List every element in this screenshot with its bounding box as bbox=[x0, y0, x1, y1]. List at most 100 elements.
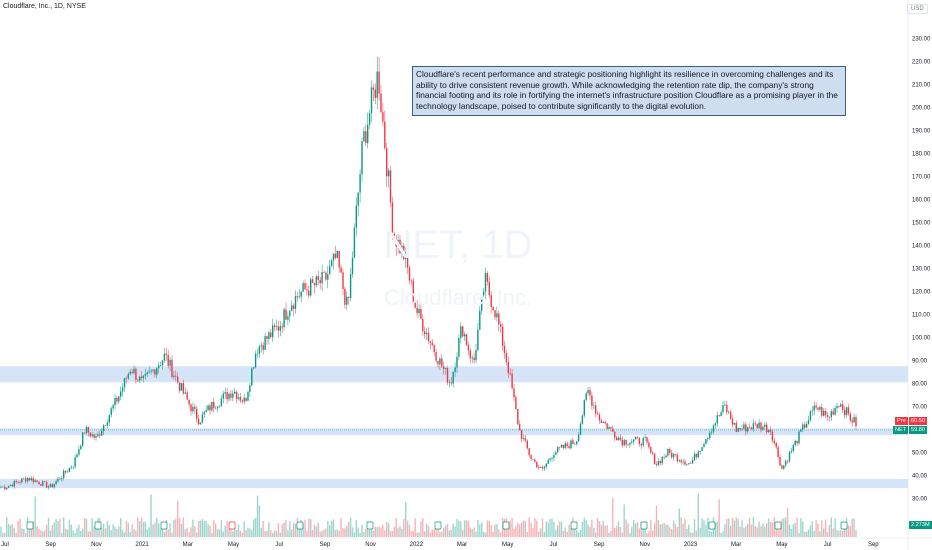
candle-body bbox=[448, 382, 451, 383]
candle-body bbox=[285, 309, 287, 320]
volume-bar bbox=[363, 532, 365, 537]
annotation-note[interactable]: Cloudflare's recent performance and stra… bbox=[412, 66, 846, 116]
candle-body bbox=[224, 392, 226, 394]
candle-body bbox=[747, 427, 749, 432]
volume-bar bbox=[691, 532, 694, 537]
volume-bar bbox=[378, 526, 380, 537]
time-tick-label: Sep bbox=[594, 542, 605, 548]
candle-body bbox=[579, 423, 582, 435]
volume-bar bbox=[676, 526, 679, 537]
earnings-icon[interactable] bbox=[434, 521, 442, 530]
volume-bar bbox=[756, 527, 758, 537]
volume-bar bbox=[591, 519, 593, 537]
volume-bar bbox=[754, 526, 756, 537]
volume-bar bbox=[802, 521, 804, 537]
volume-bar bbox=[731, 517, 734, 537]
volume-bar bbox=[589, 526, 591, 537]
volume-bar bbox=[429, 532, 432, 537]
candle-body bbox=[188, 399, 190, 405]
earnings-icon[interactable] bbox=[774, 521, 782, 530]
candle-body bbox=[589, 390, 591, 396]
volume-bar bbox=[648, 531, 650, 537]
volume-bar bbox=[237, 524, 240, 537]
currency-button[interactable]: USD bbox=[907, 4, 928, 14]
earnings-icon[interactable] bbox=[228, 521, 236, 530]
volume-bar bbox=[555, 529, 557, 537]
earnings-icon[interactable] bbox=[640, 521, 648, 530]
candle-body bbox=[633, 439, 635, 442]
candle-body bbox=[302, 283, 304, 292]
volume-bar bbox=[186, 527, 188, 537]
volume-bar bbox=[781, 519, 783, 537]
volume-bar bbox=[414, 518, 416, 537]
candle-body bbox=[498, 313, 500, 325]
volume-bar bbox=[463, 520, 466, 537]
volume-bar bbox=[760, 526, 762, 537]
volume-bar bbox=[374, 526, 376, 537]
earnings-icon[interactable] bbox=[160, 521, 168, 530]
candle-body bbox=[703, 444, 705, 448]
time-tick-label: Mar bbox=[457, 542, 467, 548]
volume-bar bbox=[547, 522, 549, 537]
zone-3 bbox=[0, 478, 908, 489]
volume-bar bbox=[281, 524, 283, 537]
volume-bar bbox=[422, 518, 424, 537]
volume-bar bbox=[389, 531, 392, 537]
candle-body bbox=[555, 452, 557, 456]
volume-bar bbox=[91, 518, 93, 537]
candle-body bbox=[374, 89, 376, 98]
volume-bar bbox=[129, 532, 131, 537]
price-tick-label: 190.00 bbox=[912, 129, 931, 135]
volume-bar bbox=[397, 528, 399, 537]
candle-body bbox=[511, 373, 513, 389]
volume-bar bbox=[131, 524, 133, 537]
earnings-icon[interactable] bbox=[366, 521, 374, 530]
volume-bar bbox=[197, 520, 200, 537]
price-tick-label: 40.00 bbox=[912, 474, 928, 480]
volume-bar bbox=[836, 530, 838, 537]
volume-bar bbox=[169, 523, 171, 537]
volume-bar bbox=[805, 531, 808, 537]
candle-body bbox=[125, 377, 128, 379]
volume-bar bbox=[811, 521, 813, 537]
candle-body bbox=[7, 485, 10, 488]
candle-body bbox=[239, 397, 242, 401]
time-scale[interactable]: Jul Sep Nov 2021 Mar May Jul Sep Nov 2022 Mar May Ju… bbox=[1, 542, 879, 548]
volume-bar bbox=[28, 521, 31, 537]
volume-bar bbox=[315, 526, 318, 537]
earnings-icon[interactable] bbox=[570, 521, 578, 530]
volume-bar bbox=[501, 517, 504, 537]
earnings-icon[interactable] bbox=[94, 521, 102, 530]
candle-body bbox=[699, 450, 701, 452]
price-scale[interactable]: 30.0040.0050.0060.0070.0080.0090.00100.0… bbox=[912, 37, 931, 503]
candle-body bbox=[828, 416, 831, 418]
candle-body bbox=[741, 428, 743, 430]
volume-bar bbox=[688, 524, 690, 537]
candle-body bbox=[15, 481, 17, 482]
candle-body bbox=[118, 396, 120, 402]
time-tick-label: Mar bbox=[731, 542, 741, 548]
candle-body bbox=[707, 438, 709, 440]
volume-bar bbox=[262, 520, 264, 537]
earnings-icon[interactable] bbox=[26, 521, 34, 530]
candle-body bbox=[490, 295, 492, 307]
candle-body bbox=[334, 253, 337, 258]
volume-bar bbox=[38, 528, 40, 537]
candle-body bbox=[389, 170, 392, 203]
earnings-icon[interactable] bbox=[840, 521, 848, 530]
candle-body bbox=[120, 391, 122, 397]
candle-body bbox=[332, 253, 335, 261]
earnings-icon[interactable] bbox=[296, 521, 304, 530]
candle-body bbox=[329, 266, 331, 275]
volume-bar bbox=[570, 528, 572, 537]
earnings-icon[interactable] bbox=[502, 521, 510, 530]
candle-body bbox=[146, 372, 148, 374]
earnings-icon[interactable] bbox=[708, 521, 716, 530]
candle-body bbox=[661, 456, 663, 464]
volume-bar bbox=[741, 520, 743, 537]
volume-bar bbox=[826, 532, 829, 537]
candle-body bbox=[667, 449, 669, 456]
candle-body bbox=[230, 393, 232, 398]
candle-body bbox=[196, 408, 198, 419]
